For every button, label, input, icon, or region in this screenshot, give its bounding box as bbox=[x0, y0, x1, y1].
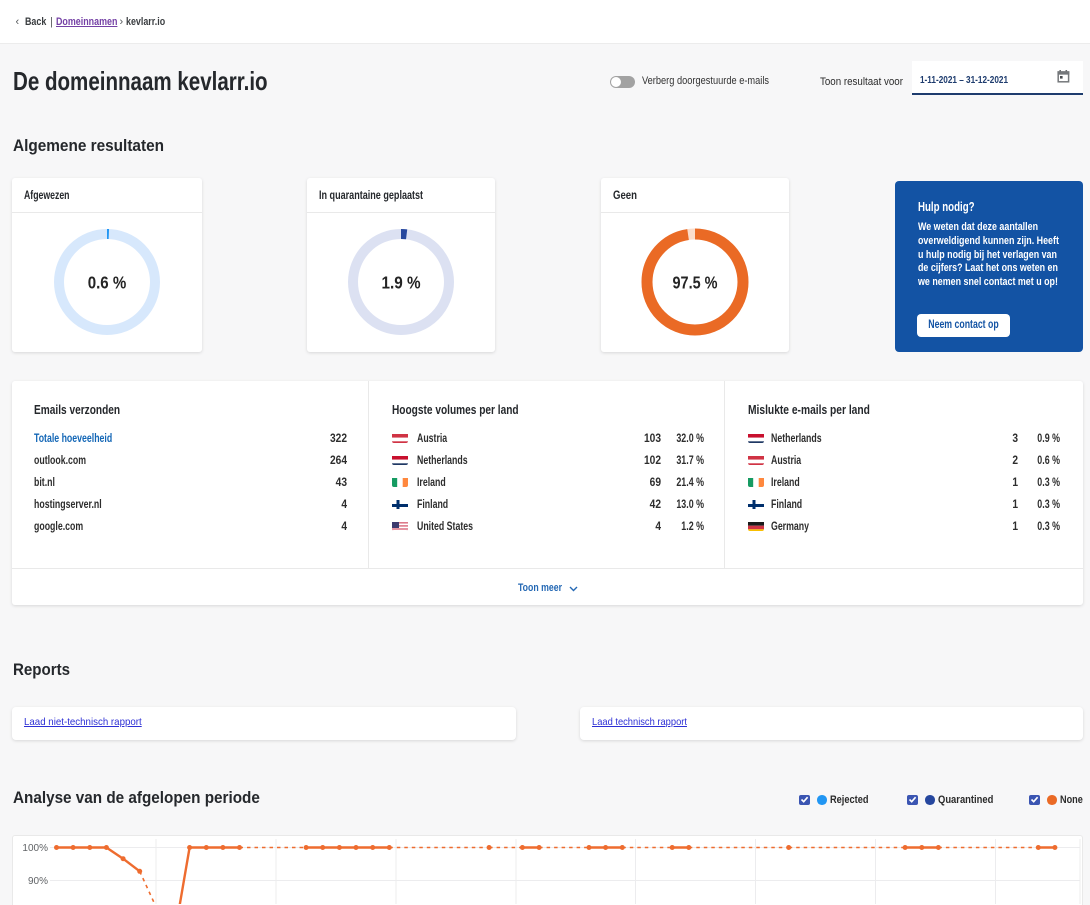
svg-text:97.5 %: 97.5 % bbox=[673, 273, 718, 293]
svg-text:0.6 %: 0.6 % bbox=[88, 273, 127, 293]
svg-text:90%: 90% bbox=[28, 876, 48, 887]
svg-text:1.9 %: 1.9 % bbox=[382, 273, 421, 293]
svg-text:100%: 100% bbox=[22, 843, 48, 854]
